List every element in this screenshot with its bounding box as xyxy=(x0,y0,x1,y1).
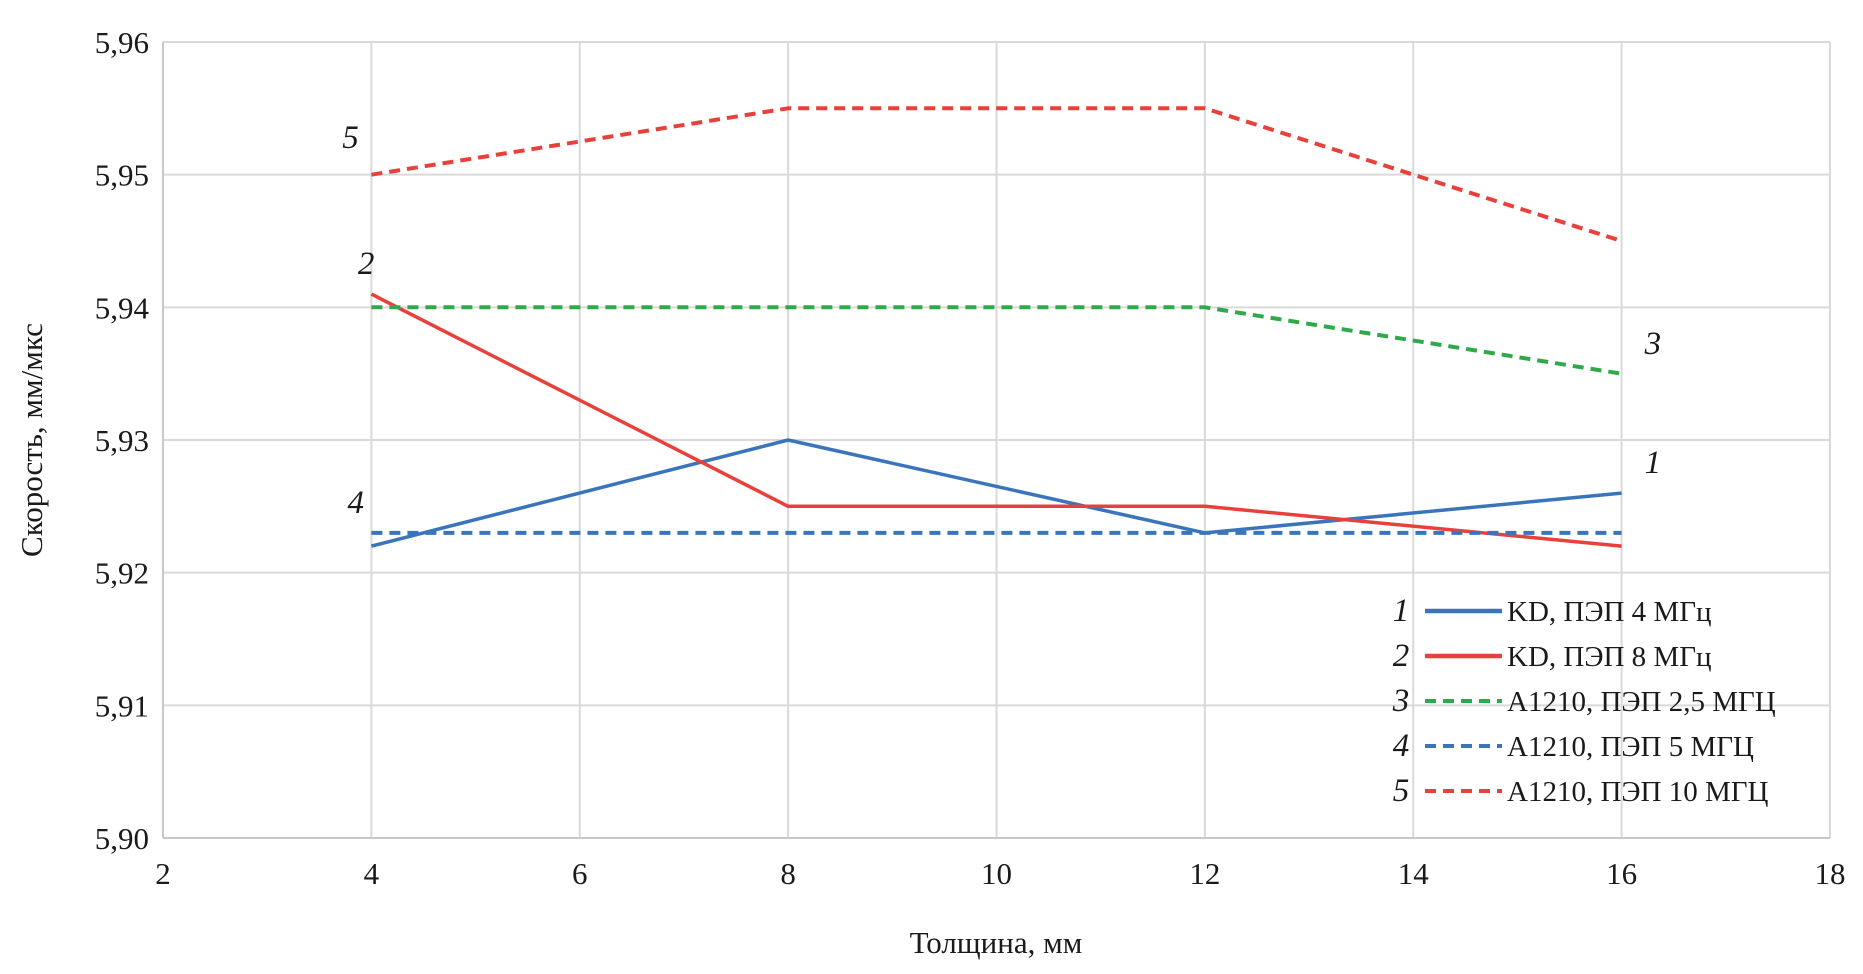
y-tick-label: 5,91 xyxy=(95,688,149,723)
x-tick-label: 18 xyxy=(1815,856,1846,891)
grid-lines xyxy=(163,41,1831,838)
series-lines xyxy=(370,106,1623,548)
curve-number-labels: 5 2 4 3 1 xyxy=(342,120,1661,521)
y-tick-label: 5,92 xyxy=(95,556,149,591)
series-line-3 xyxy=(371,305,1622,376)
y-tick-labels: 5,90 5,91 5,92 5,93 5,94 5,95 5,96 xyxy=(95,25,150,856)
legend-label: A1210, ПЭП 10 МГЦ xyxy=(1507,776,1769,808)
legend-number: 5 xyxy=(1393,773,1410,809)
x-tick-label: 8 xyxy=(780,856,796,891)
axes xyxy=(162,42,1830,839)
y-tick-label: 5,96 xyxy=(95,25,149,60)
legend-label: KD, ПЭП 8 МГц xyxy=(1507,641,1712,673)
y-tick-label: 5,90 xyxy=(95,821,149,856)
x-tick-label: 6 xyxy=(572,856,588,891)
curve-label-3: 3 xyxy=(1644,326,1662,362)
curve-label-1: 1 xyxy=(1645,445,1662,481)
x-tick-label: 4 xyxy=(364,856,380,891)
legend-number: 1 xyxy=(1393,593,1410,629)
y-tick-label: 5,94 xyxy=(95,290,150,325)
legend-number: 4 xyxy=(1393,728,1410,764)
series-line-2 xyxy=(370,292,1622,548)
legend-label: A1210, ПЭП 5 МГЦ xyxy=(1507,731,1754,763)
curve-label-5: 5 xyxy=(342,120,359,156)
legend-label: A1210, ПЭП 2,5 МГЦ xyxy=(1507,686,1776,718)
legend-label: KD, ПЭП 4 МГц xyxy=(1507,596,1712,628)
x-axis-title: Толщина, мм xyxy=(910,925,1083,960)
x-tick-label: 16 xyxy=(1606,856,1637,891)
curve-label-4: 4 xyxy=(347,485,364,521)
x-tick-label: 12 xyxy=(1189,856,1220,891)
x-tick-label: 14 xyxy=(1398,856,1430,891)
legend-number: 2 xyxy=(1393,638,1410,674)
y-tick-label: 5,95 xyxy=(95,158,149,193)
y-tick-label: 5,93 xyxy=(95,423,149,458)
x-tick-label: 10 xyxy=(981,856,1012,891)
curve-label-2: 2 xyxy=(358,246,375,282)
legend: 1 KD, ПЭП 4 МГц 2 KD, ПЭП 8 МГц 3 A1210, ПЭП … xyxy=(1392,593,1776,809)
x-tick-labels: 2 4 6 8 10 12 14 16 18 xyxy=(155,856,1845,891)
series-line-1 xyxy=(370,438,1622,548)
legend-number: 3 xyxy=(1392,683,1410,719)
x-tick-label: 2 xyxy=(155,856,171,891)
series-line-5 xyxy=(371,106,1623,243)
y-axis-title: Скорость, мм/мкс xyxy=(14,323,49,557)
